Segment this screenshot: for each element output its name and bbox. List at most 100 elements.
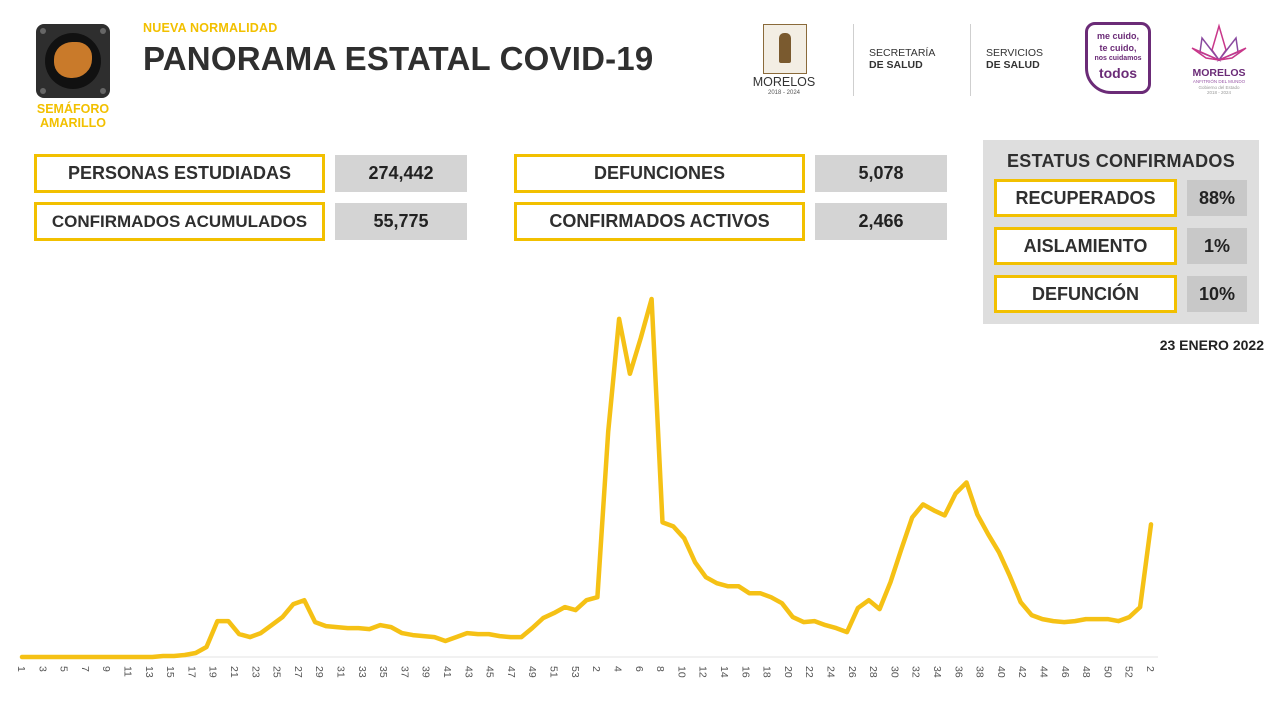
secretaria-line1: SECRETARÍA: [869, 47, 936, 59]
x-tick-label: 11: [122, 666, 134, 677]
defuncion-value: 10%: [1187, 276, 1247, 312]
x-tick-label: 50: [1101, 666, 1113, 678]
confirmados-acumulados-value: 55,775: [335, 203, 467, 240]
mecuido-line3: nos cuidamos: [1094, 55, 1142, 62]
x-tick-label: 28: [867, 666, 879, 678]
secretaria-line2: DE SALUD: [869, 59, 923, 71]
x-tick-label: 16: [739, 666, 751, 678]
x-tick-label: 18: [761, 666, 773, 678]
x-tick-label: 53: [569, 666, 581, 678]
x-tick-label: 39: [420, 666, 432, 678]
confirmados-acumulados-label: CONFIRMADOS ACUMULADOS: [34, 202, 325, 241]
x-tick-label: 22: [803, 666, 815, 678]
x-tick-label: 1: [15, 666, 27, 672]
cases-line-chart: 1 3 5 7 9 11 13 15 17 19 21 23 25 27 29 31 33 35 37 39 41 43 4…: [15, 296, 1158, 678]
x-tick-label: 27: [292, 666, 304, 678]
x-tick-label: 44: [1037, 666, 1049, 678]
morelos2-years: 2018 - 2024: [1206, 90, 1232, 95]
confirmados-activos-value: 2,466: [815, 203, 947, 240]
morelos-anfitrion-logo: MORELOS ANFITRIÓN DEL MUNDO Gobierno del…: [1188, 22, 1250, 96]
personas-estudiadas-value: 274,442: [335, 155, 467, 192]
servicios-line2: DE SALUD: [986, 59, 1040, 71]
secretaria-salud-logo: SECRETARÍA DE SALUD: [869, 47, 935, 71]
x-tick-label: 48: [1080, 666, 1092, 678]
aislamiento-label: AISLAMIENTO: [994, 227, 1177, 265]
x-tick-label: 41: [441, 666, 453, 678]
report-date: 23 ENERO 2022: [1159, 337, 1264, 353]
x-tick-label: 2: [590, 666, 602, 672]
me-cuido-logo: me cuido, te cuido, nos cuidamos todos: [1085, 22, 1151, 94]
personas-estudiadas-label: PERSONAS ESTUDIADAS: [34, 154, 325, 193]
x-tick-label: 8: [654, 666, 666, 672]
mecuido-line4: todos: [1098, 65, 1138, 81]
x-tick-label: 49: [526, 666, 538, 678]
series-line: [19, 296, 1154, 660]
x-tick-label: 21: [228, 666, 240, 678]
x-tick-label: 5: [58, 666, 70, 672]
x-tick-label: 47: [505, 666, 517, 678]
aislamiento-value: 1%: [1187, 228, 1247, 264]
servicios-line1: SERVICIOS: [986, 47, 1043, 59]
morelos-logo-name: MORELOS: [752, 75, 816, 89]
x-tick-label: 20: [782, 666, 794, 678]
recuperados-value: 88%: [1187, 180, 1247, 216]
servicios-salud-logo: SERVICIOS DE SALUD: [986, 47, 1043, 71]
x-tick-label: 42: [1016, 666, 1028, 678]
x-tick-label: 29: [313, 666, 325, 678]
x-tick-label: 34: [931, 666, 943, 678]
lotus-icon: [1191, 23, 1247, 62]
x-tick-label: 31: [335, 666, 347, 678]
confirmados-activos-label: CONFIRMADOS ACTIVOS: [514, 202, 805, 241]
x-tick-label: 43: [462, 666, 474, 678]
morelos-seal-logo: [763, 24, 807, 74]
semaforo-label-2: AMARILLO: [40, 116, 106, 130]
x-tick-label: 7: [79, 666, 91, 672]
logo-divider: [853, 24, 854, 96]
mecuido-line1: me cuido,: [1096, 31, 1139, 41]
x-tick-label: 35: [377, 666, 389, 678]
morelos2-name: MORELOS: [1192, 67, 1246, 79]
page-title: PANORAMA ESTATAL COVID-19: [143, 40, 654, 77]
x-tick-label: 30: [888, 666, 900, 678]
defuncion-label: DEFUNCIÓN: [994, 275, 1177, 313]
defunciones-label: DEFUNCIONES: [514, 154, 805, 193]
x-tick-label: 6: [633, 666, 645, 672]
x-tick-label: 38: [974, 666, 986, 678]
x-tick-label: 19: [207, 666, 219, 678]
x-tick-label: 52: [1123, 666, 1135, 678]
x-tick-label: 51: [548, 666, 560, 678]
x-tick-label: 24: [824, 666, 836, 678]
x-tick-label: 14: [718, 666, 730, 678]
x-tick-label: 12: [697, 666, 709, 678]
x-tick-label: 23: [249, 666, 261, 678]
x-tick-label: 26: [846, 666, 858, 678]
morelos-logo-years: 2018 - 2024: [767, 90, 801, 96]
x-tick-label: 32: [910, 666, 922, 678]
semaforo-label-1: SEMÁFORO: [36, 102, 110, 116]
x-tick-label: 33: [356, 666, 368, 678]
recuperados-label: RECUPERADOS: [994, 179, 1177, 217]
kicker-text: NUEVA NORMALIDAD: [143, 21, 278, 35]
morelos2-sub: Gobierno del Estado: [1198, 85, 1240, 90]
data-points: [22, 299, 1151, 657]
x-tick-label: 25: [271, 666, 283, 678]
x-tick-label: 45: [484, 666, 496, 678]
morelos2-tagline: ANFITRIÓN DEL MUNDO: [1192, 79, 1246, 84]
logo-divider: [970, 24, 971, 96]
x-tick-label: 36: [952, 666, 964, 678]
x-tick-label: 10: [675, 666, 687, 678]
x-tick-label: 2: [1144, 666, 1156, 672]
x-tick-label: 15: [164, 666, 176, 678]
x-tick-label: 4: [611, 666, 623, 672]
x-tick-label: 9: [100, 666, 112, 672]
x-tick-label: 37: [398, 666, 410, 678]
x-tick-label: 13: [143, 666, 155, 678]
x-tick-label: 46: [1059, 666, 1071, 678]
defunciones-value: 5,078: [815, 155, 947, 192]
x-axis-ticks: 1 3 5 7 9 11 13 15 17 19 21 23 25 27 29 31 33 35 37 39 41 43 4…: [15, 666, 1156, 678]
status-title: ESTATUS CONFIRMADOS: [1006, 151, 1236, 171]
x-tick-label: 17: [185, 666, 197, 678]
x-tick-label: 40: [995, 666, 1007, 678]
x-tick-label: 3: [36, 666, 48, 672]
semaforo-icon: [36, 24, 110, 98]
